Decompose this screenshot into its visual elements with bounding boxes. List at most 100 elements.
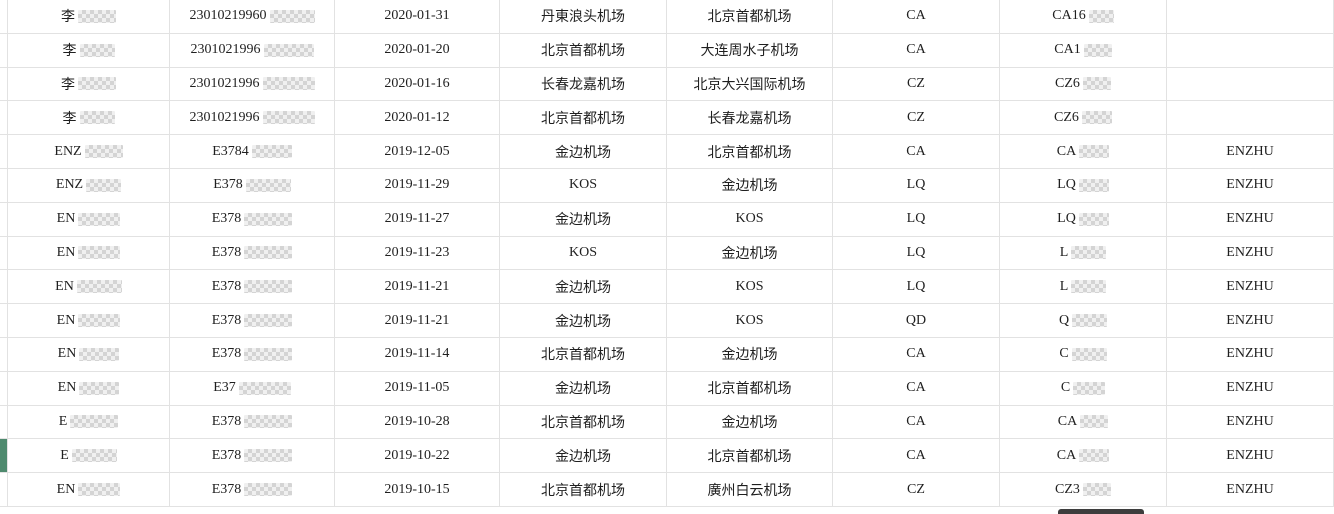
arrival-airport-cell[interactable]: 北京首都机场 [667, 0, 833, 33]
row-indicator-cell[interactable] [0, 439, 8, 473]
scrollbar-thumb[interactable] [1058, 509, 1144, 514]
flight-date-cell[interactable]: 2019-11-27 [335, 202, 500, 236]
airline-code-cell[interactable]: CA [833, 0, 1000, 33]
id-number-cell[interactable]: 2301021996 [170, 67, 335, 101]
row-indicator-cell[interactable] [0, 101, 8, 135]
flight-date-cell[interactable]: 2019-12-05 [335, 135, 500, 168]
passenger-name-cell[interactable]: 李 [8, 0, 170, 33]
airline-code-cell[interactable]: CA [833, 33, 1000, 67]
id-number-cell[interactable]: 2301021996 [170, 33, 335, 67]
departure-airport-cell[interactable]: 金边机场 [500, 135, 667, 168]
owner-name-cell[interactable]: ENZHU [1167, 202, 1334, 236]
owner-name-cell[interactable]: ENZHU [1167, 473, 1334, 506]
id-number-cell[interactable]: E378 [170, 405, 335, 439]
arrival-airport-cell[interactable]: 北京首都机场 [667, 439, 833, 473]
airline-code-cell[interactable]: QD [833, 304, 1000, 337]
flight-number-cell[interactable]: L [1000, 270, 1167, 304]
arrival-airport-cell[interactable]: 金边机场 [667, 405, 833, 439]
arrival-airport-cell[interactable]: KOS [667, 202, 833, 236]
flight-date-cell[interactable]: 2019-11-21 [335, 304, 500, 337]
passenger-name-cell[interactable]: 李 [8, 33, 170, 67]
departure-airport-cell[interactable]: 北京首都机场 [500, 33, 667, 67]
arrival-airport-cell[interactable]: 北京大兴国际机场 [667, 67, 833, 101]
passenger-name-cell[interactable]: ENZ [8, 135, 170, 168]
departure-airport-cell[interactable]: 金边机场 [500, 304, 667, 337]
airline-code-cell[interactable]: CA [833, 337, 1000, 371]
id-number-cell[interactable]: E37 [170, 371, 335, 405]
passenger-name-cell[interactable]: E [8, 405, 170, 439]
arrival-airport-cell[interactable]: 金边机场 [667, 236, 833, 270]
arrival-airport-cell[interactable]: KOS [667, 304, 833, 337]
arrival-airport-cell[interactable]: 北京首都机场 [667, 371, 833, 405]
owner-name-cell[interactable]: ENZHU [1167, 304, 1334, 337]
airline-code-cell[interactable]: CA [833, 439, 1000, 473]
departure-airport-cell[interactable]: 金边机场 [500, 439, 667, 473]
passenger-name-cell[interactable]: ENZ [8, 168, 170, 202]
owner-name-cell[interactable] [1167, 0, 1334, 33]
departure-airport-cell[interactable]: 长春龙嘉机场 [500, 67, 667, 101]
airline-code-cell[interactable]: CZ [833, 101, 1000, 135]
owner-name-cell[interactable]: ENZHU [1167, 439, 1334, 473]
departure-airport-cell[interactable]: 北京首都机场 [500, 405, 667, 439]
flight-number-cell[interactable]: C [1000, 371, 1167, 405]
airline-code-cell[interactable]: LQ [833, 270, 1000, 304]
row-indicator-cell[interactable] [0, 304, 8, 337]
id-number-cell[interactable]: E378 [170, 337, 335, 371]
arrival-airport-cell[interactable]: 长春龙嘉机场 [667, 101, 833, 135]
id-number-cell[interactable]: E378 [170, 202, 335, 236]
row-indicator-cell[interactable] [0, 236, 8, 270]
owner-name-cell[interactable]: ENZHU [1167, 371, 1334, 405]
flight-date-cell[interactable]: 2019-10-22 [335, 439, 500, 473]
departure-airport-cell[interactable]: KOS [500, 168, 667, 202]
passenger-name-cell[interactable]: EN [8, 473, 170, 506]
flight-date-cell[interactable]: 2020-01-16 [335, 67, 500, 101]
row-indicator-cell[interactable] [0, 67, 8, 101]
id-number-cell[interactable]: E378 [170, 168, 335, 202]
passenger-name-cell[interactable]: EN [8, 371, 170, 405]
row-indicator-cell[interactable] [0, 371, 8, 405]
owner-name-cell[interactable]: ENZHU [1167, 337, 1334, 371]
arrival-airport-cell[interactable]: KOS [667, 270, 833, 304]
flight-date-cell[interactable]: 2019-11-23 [335, 236, 500, 270]
id-number-cell[interactable]: E3784 [170, 135, 335, 168]
flight-date-cell[interactable]: 2020-01-12 [335, 101, 500, 135]
id-number-cell[interactable]: E378 [170, 304, 335, 337]
passenger-name-cell[interactable]: E [8, 439, 170, 473]
passenger-name-cell[interactable]: EN [8, 304, 170, 337]
airline-code-cell[interactable]: CA [833, 371, 1000, 405]
flight-number-cell[interactable]: CA16 [1000, 0, 1167, 33]
row-indicator-cell[interactable] [0, 135, 8, 168]
flight-number-cell[interactable]: CA [1000, 439, 1167, 473]
flight-number-cell[interactable]: CA [1000, 405, 1167, 439]
row-indicator-cell[interactable] [0, 33, 8, 67]
flight-date-cell[interactable]: 2019-10-28 [335, 405, 500, 439]
airline-code-cell[interactable]: CA [833, 135, 1000, 168]
arrival-airport-cell[interactable]: 金边机场 [667, 168, 833, 202]
departure-airport-cell[interactable]: 北京首都机场 [500, 337, 667, 371]
departure-airport-cell[interactable]: 北京首都机场 [500, 473, 667, 506]
departure-airport-cell[interactable]: KOS [500, 236, 667, 270]
owner-name-cell[interactable]: ENZHU [1167, 236, 1334, 270]
flight-number-cell[interactable]: CZ6 [1000, 101, 1167, 135]
id-number-cell[interactable]: E378 [170, 473, 335, 506]
owner-name-cell[interactable] [1167, 101, 1334, 135]
arrival-airport-cell[interactable]: 廣州白云机场 [667, 473, 833, 506]
passenger-name-cell[interactable]: EN [8, 202, 170, 236]
row-indicator-cell[interactable] [0, 337, 8, 371]
flight-date-cell[interactable]: 2019-10-15 [335, 473, 500, 506]
owner-name-cell[interactable]: ENZHU [1167, 135, 1334, 168]
passenger-name-cell[interactable]: EN [8, 270, 170, 304]
id-number-cell[interactable]: E378 [170, 439, 335, 473]
owner-name-cell[interactable] [1167, 33, 1334, 67]
arrival-airport-cell[interactable]: 金边机场 [667, 337, 833, 371]
row-indicator-cell[interactable] [0, 405, 8, 439]
row-indicator-cell[interactable] [0, 202, 8, 236]
flight-number-cell[interactable]: Q [1000, 304, 1167, 337]
departure-airport-cell[interactable]: 金边机场 [500, 371, 667, 405]
passenger-name-cell[interactable]: 李 [8, 67, 170, 101]
id-number-cell[interactable]: 23010219960 [170, 0, 335, 33]
arrival-airport-cell[interactable]: 北京首都机场 [667, 135, 833, 168]
row-indicator-cell[interactable] [0, 270, 8, 304]
owner-name-cell[interactable]: ENZHU [1167, 168, 1334, 202]
row-indicator-cell[interactable] [0, 473, 8, 506]
